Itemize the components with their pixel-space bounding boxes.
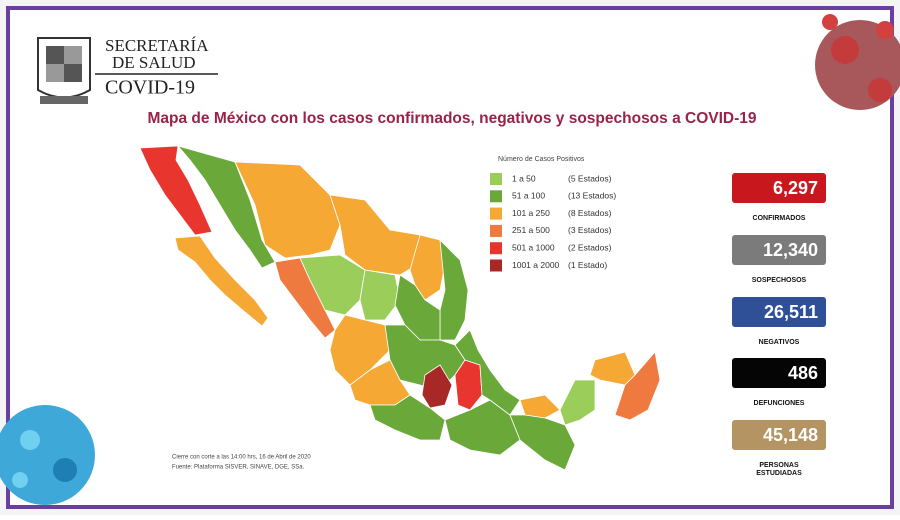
legend-title: Número de Casos Positivos [498,156,585,163]
stat-label: CONFIRMADOS [753,215,806,222]
stat-box [732,297,826,327]
legend-swatch [490,190,502,203]
legend-count: (1 Estado) [568,260,607,270]
legend-swatch [490,207,502,220]
stat-label: ESTUDIADAS [756,470,802,477]
stat-label: PERSONAS [759,462,799,469]
footnote: Fuente: Plataforma SISVER, SINAVE, DGE, … [172,465,305,471]
stat-box [732,173,826,203]
footnote: Cierre con corte a las 14:00 hrs, 16 de … [172,455,311,461]
stat-value: 45,148 [763,425,818,445]
legend: Número de Casos Positivos 1 a 50 (5 Estad… [490,156,616,272]
legend-range: 101 a 250 [512,208,550,218]
stat-box [732,420,826,450]
virus-top-right [815,14,900,110]
header-line: SECRETARÍA [105,36,209,55]
legend-swatch [490,242,502,255]
legend-range: 1 a 50 [512,173,536,183]
header-line: COVID-19 [105,77,195,99]
legend-count: (8 Estados) [568,208,612,218]
legend-range: 51 a 100 [512,191,545,201]
legend-swatch [490,173,502,185]
header-line: DE SALUD [112,53,196,72]
legend-swatch [490,224,502,237]
title: Mapa de México con los casos confirmados… [148,110,757,127]
stat-box [732,235,826,265]
legend-count: (2 Estados) [568,242,612,252]
stat-value: 6,297 [773,178,818,198]
legend-range: 1001 a 2000 [512,260,560,270]
stat-box [732,358,826,388]
stat-value: 486 [788,363,818,383]
stat-value: 12,340 [763,240,818,260]
map [139,145,661,471]
legend-count: (3 Estados) [568,225,612,235]
stat-label: NEGATIVOS [759,339,800,346]
legend-range: 251 a 500 [512,225,550,235]
virus-bottom-left [0,405,95,505]
stats: 6,297 CONFIRMADOS 12,340 SOSPECHOSOS 26,511 N… [732,173,826,477]
legend-count: (5 Estados) [568,173,612,183]
stat-label: DEFUNCIONES [754,400,805,407]
logo [37,37,91,104]
stat-value: 26,511 [764,302,818,322]
legend-swatch [490,259,502,272]
legend-count: (13 Estados) [568,191,616,201]
stat-label: SOSPECHOSOS [752,277,807,284]
legend-range: 501 a 1000 [512,242,555,252]
